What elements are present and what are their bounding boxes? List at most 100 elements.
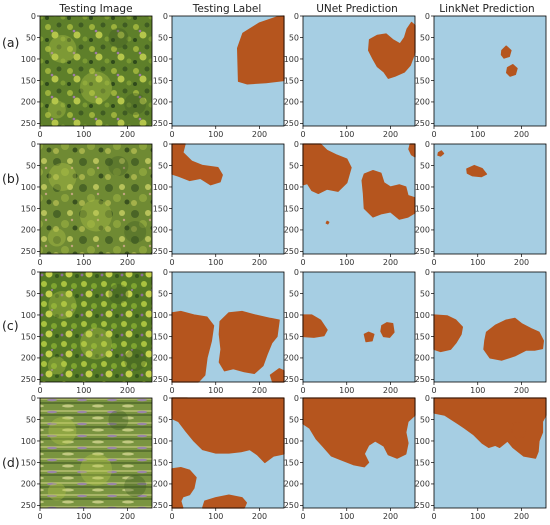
- y-tick-label: 250: [153, 375, 168, 384]
- y-tick-label: 250: [153, 247, 168, 256]
- y-tick-label: 100: [284, 183, 299, 192]
- x-tick-label: 100: [470, 386, 485, 395]
- row-label-a: (a): [2, 35, 19, 50]
- y-tick-label: 50: [289, 289, 299, 298]
- y-tick-label: 0: [31, 394, 36, 403]
- x-tick-label: 100: [76, 130, 91, 139]
- y-tick-label: 50: [158, 33, 168, 42]
- y-tick-label: 200: [415, 480, 430, 489]
- y-tick-label: 50: [158, 415, 168, 424]
- y-tick-label: 50: [420, 33, 430, 42]
- y-tick-label: 100: [415, 55, 430, 64]
- foreground-mask-region: [218, 310, 280, 374]
- foreground-mask-region: [433, 314, 463, 353]
- x-tick-label: 200: [514, 512, 529, 521]
- y-tick-label: 100: [153, 311, 168, 320]
- y-tick-label: 0: [294, 268, 299, 277]
- y-tick-label: 200: [415, 226, 430, 235]
- y-tick-label: 0: [425, 394, 430, 403]
- y-tick-label: 200: [21, 480, 36, 489]
- panel-frame: [39, 15, 153, 127]
- y-tick-label: 50: [26, 161, 36, 170]
- y-tick-label: 250: [415, 375, 430, 384]
- image-shading: [47, 156, 147, 247]
- y-tick-label: 200: [153, 480, 168, 489]
- row-label-b: (b): [2, 171, 20, 186]
- y-tick-label: 200: [415, 98, 430, 107]
- foreground-mask-region: [433, 397, 547, 459]
- y-tick-label: 250: [415, 501, 430, 510]
- x-tick-label: 200: [383, 258, 398, 267]
- x-tick-label: 200: [514, 386, 529, 395]
- x-tick-label: 200: [252, 512, 267, 521]
- x-tick-label: 0: [37, 512, 42, 521]
- y-tick-label: 200: [284, 98, 299, 107]
- y-tick-label: 150: [284, 204, 299, 213]
- x-tick-label: 0: [169, 130, 174, 139]
- x-tick-label: 100: [208, 512, 223, 521]
- y-tick-label: 50: [420, 415, 430, 424]
- x-tick-label: 100: [470, 130, 485, 139]
- foreground-mask-region: [302, 143, 352, 194]
- background-class-region: [434, 144, 546, 254]
- y-tick-label: 0: [163, 268, 168, 277]
- foreground-mask-region: [171, 397, 285, 464]
- x-tick-label: 200: [120, 130, 135, 139]
- column-title-testing-image: Testing Image: [58, 3, 132, 15]
- y-tick-label: 150: [21, 332, 36, 341]
- foreground-mask-region: [325, 220, 330, 225]
- y-tick-label: 0: [163, 140, 168, 149]
- y-tick-label: 200: [21, 354, 36, 363]
- x-tick-label: 200: [514, 258, 529, 267]
- foreground-mask-region: [506, 63, 518, 77]
- x-tick-label: 0: [300, 386, 305, 395]
- foreground-mask-region: [302, 397, 416, 468]
- y-tick-label: 50: [420, 289, 430, 298]
- x-tick-label: 100: [208, 386, 223, 395]
- y-tick-label: 150: [284, 76, 299, 85]
- y-tick-label: 200: [153, 98, 168, 107]
- y-tick-label: 50: [289, 33, 299, 42]
- panel-frame: [171, 271, 285, 383]
- panel-frame: [171, 143, 285, 255]
- y-tick-label: 100: [415, 311, 430, 320]
- panel-frame: [433, 271, 547, 383]
- y-tick-label: 150: [415, 332, 430, 341]
- y-tick-label: 0: [163, 12, 168, 21]
- y-tick-label: 100: [284, 437, 299, 446]
- x-tick-label: 0: [37, 130, 42, 139]
- y-tick-label: 250: [21, 247, 36, 256]
- y-tick-label: 150: [284, 458, 299, 467]
- x-tick-label: 0: [300, 512, 305, 521]
- y-tick-label: 0: [294, 12, 299, 21]
- y-tick-label: 150: [21, 76, 36, 85]
- x-tick-label: 0: [431, 512, 436, 521]
- x-tick-label: 200: [514, 130, 529, 139]
- foreground-mask-region: [483, 317, 545, 361]
- y-tick-label: 200: [284, 226, 299, 235]
- panel-frame: [302, 271, 416, 383]
- y-tick-label: 150: [415, 458, 430, 467]
- y-tick-label: 250: [21, 119, 36, 128]
- column-title-unet-prediction: UNet Prediction: [316, 3, 398, 15]
- y-tick-label: 0: [163, 394, 168, 403]
- y-tick-label: 0: [425, 268, 430, 277]
- foreground-mask-region: [437, 150, 445, 157]
- foreground-mask-region: [302, 314, 328, 338]
- y-tick-label: 250: [284, 375, 299, 384]
- x-tick-label: 100: [339, 130, 354, 139]
- y-tick-label: 250: [284, 501, 299, 510]
- x-tick-label: 100: [208, 130, 223, 139]
- column-title-testing-label: Testing Label: [192, 3, 262, 15]
- y-tick-label: 0: [31, 268, 36, 277]
- y-tick-label: 150: [153, 458, 168, 467]
- y-tick-label: 100: [153, 55, 168, 64]
- y-tick-label: 150: [415, 76, 430, 85]
- panel-frame: [302, 15, 416, 127]
- x-tick-label: 0: [37, 258, 42, 267]
- y-tick-label: 200: [284, 354, 299, 363]
- y-tick-label: 150: [153, 204, 168, 213]
